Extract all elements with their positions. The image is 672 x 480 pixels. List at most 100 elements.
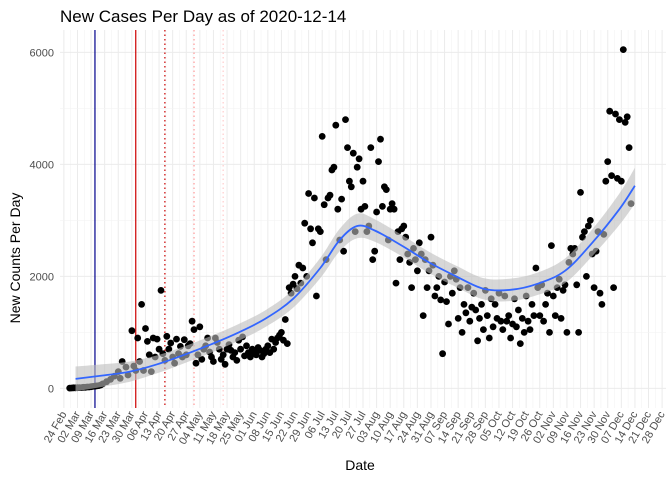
data-point bbox=[513, 323, 520, 331]
data-point bbox=[165, 345, 173, 353]
data-point bbox=[347, 183, 355, 191]
data-point bbox=[478, 301, 485, 308]
data-point bbox=[367, 144, 375, 152]
data-point bbox=[342, 116, 349, 123]
data-point bbox=[311, 194, 318, 202]
data-point bbox=[390, 205, 398, 213]
data-point bbox=[427, 233, 435, 241]
data-point bbox=[415, 239, 423, 247]
data-point bbox=[157, 287, 165, 294]
data-point bbox=[392, 279, 400, 287]
data-point bbox=[361, 203, 369, 210]
data-point bbox=[575, 329, 582, 336]
data-point bbox=[270, 345, 278, 353]
data-point bbox=[252, 351, 260, 359]
data-point bbox=[332, 121, 340, 129]
data-point bbox=[474, 337, 481, 345]
data-point bbox=[320, 201, 328, 209]
data-point bbox=[349, 149, 357, 157]
data-point bbox=[264, 342, 272, 350]
data-point bbox=[400, 222, 408, 230]
data-point bbox=[375, 158, 382, 166]
data-point bbox=[466, 317, 474, 325]
data-point bbox=[445, 320, 452, 328]
data-point bbox=[598, 301, 606, 308]
data-point bbox=[460, 301, 468, 308]
data-point bbox=[443, 298, 450, 305]
data-point bbox=[546, 329, 553, 336]
data-point bbox=[612, 110, 619, 118]
data-point bbox=[353, 163, 361, 171]
data-point bbox=[289, 280, 297, 288]
data-point bbox=[536, 312, 544, 319]
data-point bbox=[542, 301, 549, 308]
data-point bbox=[419, 312, 427, 319]
data-point bbox=[608, 172, 615, 180]
data-point bbox=[369, 256, 377, 263]
data-point bbox=[573, 281, 581, 289]
data-point bbox=[299, 264, 307, 272]
data-point bbox=[334, 205, 342, 213]
chart-title: New Cases Per Day as of 2020-12-14 bbox=[60, 7, 346, 26]
data-point bbox=[604, 158, 612, 166]
x-axis-title: Date bbox=[345, 457, 375, 473]
data-point bbox=[173, 335, 180, 343]
data-point bbox=[344, 144, 351, 152]
data-point bbox=[318, 133, 326, 140]
data-point bbox=[231, 349, 239, 356]
data-point bbox=[476, 315, 483, 322]
data-point bbox=[373, 208, 380, 216]
data-point bbox=[458, 329, 466, 336]
data-point bbox=[330, 163, 338, 171]
data-point bbox=[524, 317, 532, 325]
data-point bbox=[301, 219, 309, 227]
data-point bbox=[596, 289, 604, 297]
y-axis-title: New Counts Per Day bbox=[7, 193, 23, 324]
confidence-band bbox=[75, 167, 635, 392]
data-point bbox=[528, 301, 536, 308]
data-point bbox=[134, 334, 142, 342]
data-point bbox=[505, 312, 513, 319]
data-point bbox=[617, 177, 625, 185]
data-point bbox=[489, 323, 497, 331]
data-point bbox=[145, 351, 153, 359]
data-point bbox=[526, 326, 534, 333]
data-point bbox=[623, 113, 631, 121]
data-point bbox=[472, 306, 480, 314]
data-point bbox=[606, 107, 614, 115]
data-point bbox=[388, 200, 396, 208]
data-point bbox=[520, 329, 528, 336]
data-point bbox=[326, 191, 334, 199]
data-point bbox=[188, 317, 196, 325]
data-point bbox=[557, 315, 565, 322]
data-point bbox=[448, 289, 456, 297]
confidence-ribbon bbox=[75, 167, 635, 392]
data-point bbox=[454, 315, 462, 322]
data-point bbox=[590, 284, 598, 291]
data-point bbox=[503, 317, 511, 325]
data-point bbox=[516, 340, 524, 347]
data-point bbox=[480, 326, 487, 333]
data-point bbox=[396, 256, 404, 263]
data-point bbox=[540, 317, 547, 325]
data-point bbox=[371, 247, 379, 255]
reference-lines bbox=[94, 30, 224, 408]
y-tick-label: 0 bbox=[48, 383, 54, 395]
data-point bbox=[439, 350, 446, 358]
data-point bbox=[485, 334, 493, 342]
data-point bbox=[283, 340, 291, 347]
data-point bbox=[281, 316, 289, 323]
data-point bbox=[291, 273, 299, 280]
data-point bbox=[246, 353, 254, 361]
data-point bbox=[616, 116, 623, 123]
data-point bbox=[532, 264, 540, 272]
data-point bbox=[602, 177, 610, 185]
data-point bbox=[278, 329, 285, 336]
data-point bbox=[167, 339, 175, 347]
data-point bbox=[128, 327, 136, 335]
data-point bbox=[163, 332, 171, 340]
data-point bbox=[313, 292, 320, 300]
data-point bbox=[507, 334, 514, 342]
data-point bbox=[462, 309, 470, 317]
